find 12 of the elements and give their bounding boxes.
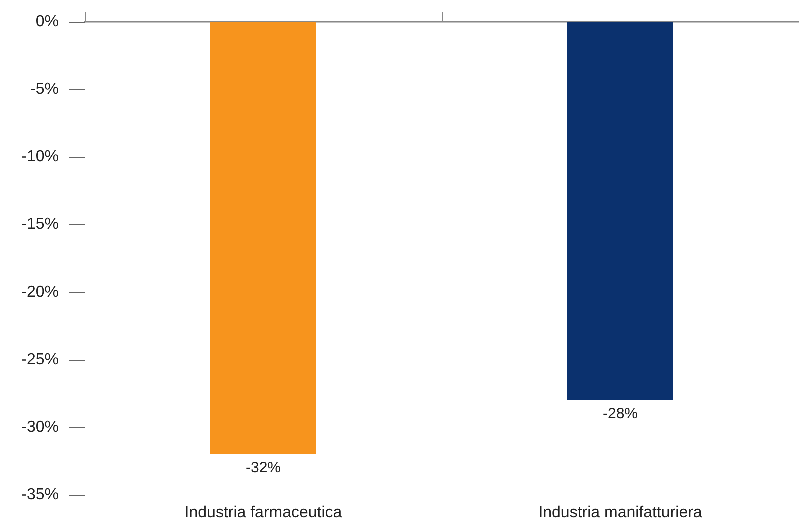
y-tick-label: -10% [22,148,59,166]
y-tick-label: -25% [22,351,59,368]
data-label: -28% [602,405,638,422]
y-tick-label: -20% [22,284,59,301]
data-label: -32% [246,459,282,476]
y-tick-label: 0% [36,14,59,30]
x-tick-label: Industria manifatturiera [538,504,702,522]
y-tick-label: -5% [30,81,59,98]
x-tick-label: Industria farmaceutica [184,504,342,522]
y-tick-label: -35% [22,486,59,504]
y-tick-label: -15% [22,216,59,234]
y-tick-label: -30% [22,418,59,436]
